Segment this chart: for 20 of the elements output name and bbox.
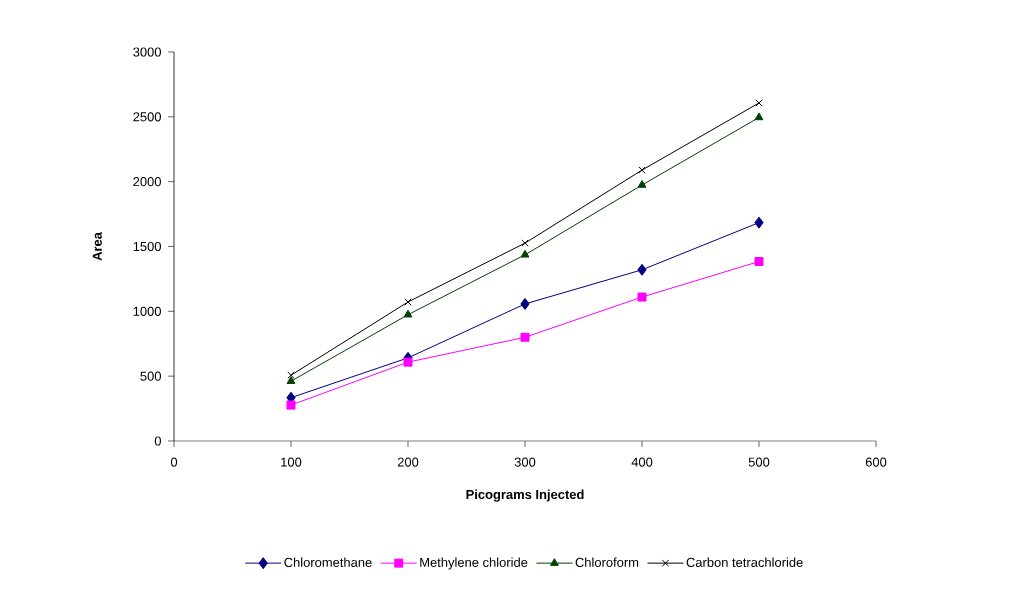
legend-label: Carbon tetrachloride xyxy=(686,557,803,567)
y-tick-label: 3000 xyxy=(133,47,161,57)
x-tick-label: 0 xyxy=(170,457,178,467)
y-tick-label: 500 xyxy=(140,371,161,381)
legend-label: Chloromethane xyxy=(284,557,372,567)
y-tick-label: 0 xyxy=(154,436,161,446)
legend-label: Chloroform xyxy=(575,557,639,567)
x-tick-label: 600 xyxy=(865,457,887,467)
y-tick-label: 1500 xyxy=(133,241,161,252)
y-tick-label: 2500 xyxy=(133,112,161,122)
x-tick-label: 200 xyxy=(397,457,419,467)
y-tick-label: 1000 xyxy=(133,306,161,316)
legend-label: Methylene chloride xyxy=(420,557,528,570)
x-tick-label: 500 xyxy=(748,457,770,467)
x-tick-label: 300 xyxy=(514,457,536,467)
x-axis-title: Picograms Injected xyxy=(466,489,584,502)
x-tick-label: 400 xyxy=(631,457,653,467)
y-axis-title: Area xyxy=(92,232,102,261)
y-tick-label: 2000 xyxy=(133,177,161,187)
x-tick-label: 100 xyxy=(281,457,302,467)
